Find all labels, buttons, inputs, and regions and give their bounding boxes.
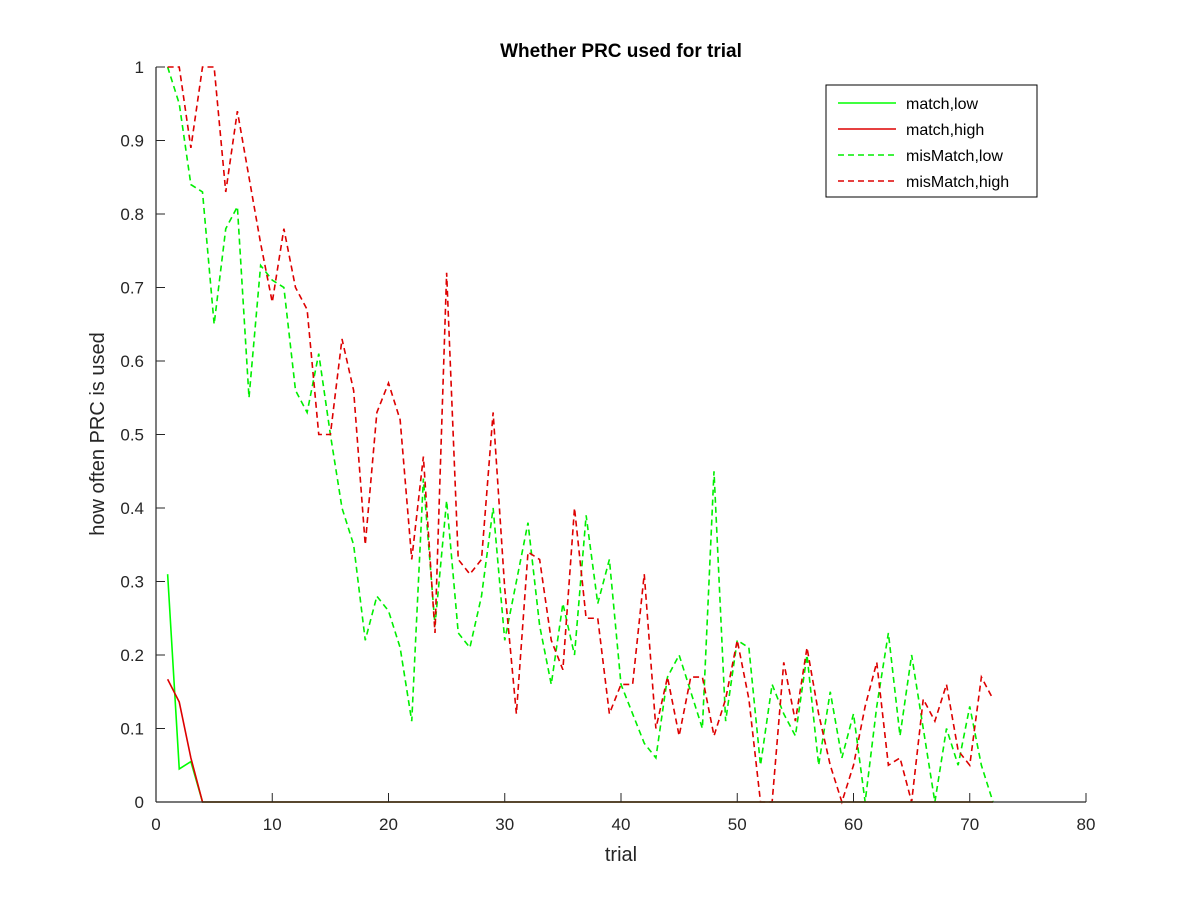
x-axis-label: trial — [605, 844, 637, 866]
x-tick-label: 80 — [1077, 815, 1096, 834]
y-tick-label: 0.3 — [120, 573, 144, 592]
x-tick-label: 10 — [263, 815, 282, 834]
x-tick-label: 60 — [844, 815, 863, 834]
x-ticks: 0 10 20 30 40 50 60 70 80 — [151, 793, 1095, 834]
x-tick-label: 30 — [495, 815, 514, 834]
y-ticks: 0 0.1 0.2 0.3 0.4 0.5 0.6 0.7 0.8 0.9 1 — [120, 58, 165, 812]
y-tick-label: 0.4 — [120, 499, 144, 518]
y-tick-label: 0.8 — [120, 205, 144, 224]
y-tick-label: 1 — [135, 58, 144, 77]
legend-label: match,high — [906, 122, 984, 139]
y-tick-label: 0.9 — [120, 132, 144, 151]
y-tick-label: 0.5 — [120, 426, 144, 445]
x-tick-label: 50 — [728, 815, 747, 834]
y-tick-label: 0.1 — [120, 720, 144, 739]
x-tick-label: 20 — [379, 815, 398, 834]
legend-label: misMatch,low — [906, 148, 1003, 165]
chart-title: Whether PRC used for trial — [500, 41, 742, 62]
x-tick-label: 70 — [960, 815, 979, 834]
x-tick-label: 0 — [151, 815, 160, 834]
series-line-mismatch-low — [166, 66, 994, 803]
series-line-mismatch-high — [167, 66, 994, 805]
legend-label: misMatch,high — [906, 174, 1009, 191]
y-tick-label: 0.7 — [120, 279, 144, 298]
x-tick-label: 40 — [612, 815, 631, 834]
y-tick-label: 0.2 — [120, 646, 144, 665]
y-axis-label: how often PRC is used — [87, 332, 109, 535]
legend: match,low match,high misMatch,low misMatch,… — [825, 84, 1038, 198]
legend-label: match,low — [906, 96, 978, 113]
y-tick-label: 0 — [135, 793, 144, 812]
y-tick-label: 0.6 — [120, 352, 144, 371]
